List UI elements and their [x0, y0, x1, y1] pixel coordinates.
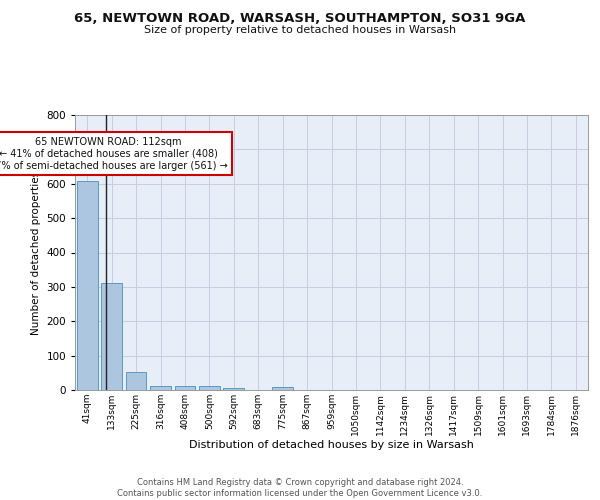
Y-axis label: Number of detached properties: Number of detached properties	[31, 170, 41, 334]
Text: 65 NEWTOWN ROAD: 112sqm
← 41% of detached houses are smaller (408)
57% of semi-d: 65 NEWTOWN ROAD: 112sqm ← 41% of detache…	[0, 138, 227, 170]
X-axis label: Distribution of detached houses by size in Warsash: Distribution of detached houses by size …	[189, 440, 474, 450]
Bar	[223, 388, 244, 390]
Bar	[77, 181, 98, 390]
Bar	[175, 386, 196, 390]
Bar	[101, 283, 122, 390]
Text: 65, NEWTOWN ROAD, WARSASH, SOUTHAMPTON, SO31 9GA: 65, NEWTOWN ROAD, WARSASH, SOUTHAMPTON, …	[74, 12, 526, 26]
Bar	[199, 386, 220, 390]
Text: Size of property relative to detached houses in Warsash: Size of property relative to detached ho…	[144, 25, 456, 35]
Bar	[272, 387, 293, 390]
Text: Contains HM Land Registry data © Crown copyright and database right 2024.
Contai: Contains HM Land Registry data © Crown c…	[118, 478, 482, 498]
Bar	[125, 372, 146, 390]
Bar	[150, 386, 171, 390]
